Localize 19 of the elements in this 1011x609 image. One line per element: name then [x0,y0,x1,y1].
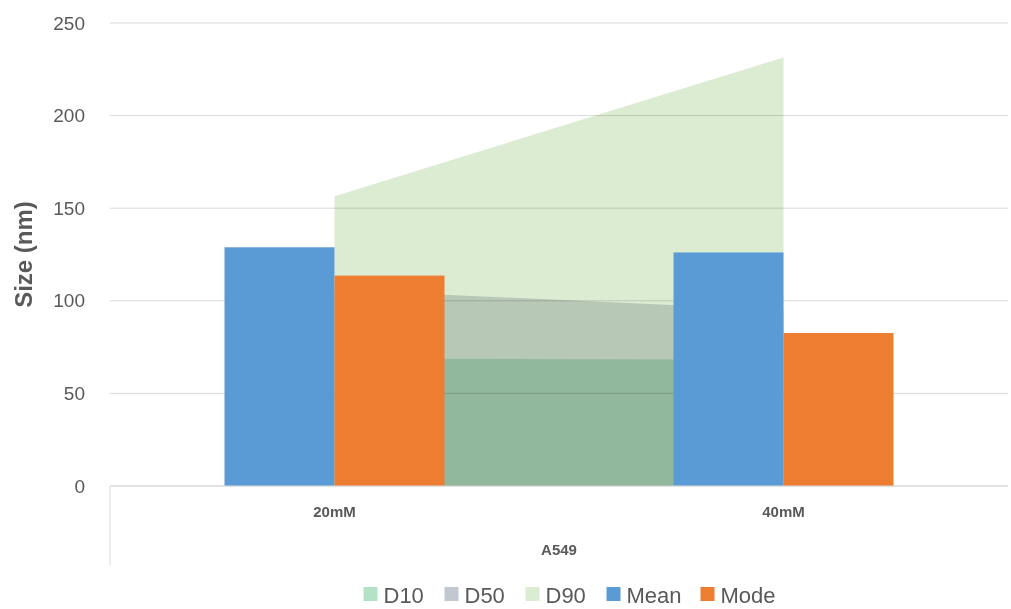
y-tick-label: 250 [53,12,85,34]
legend-label: Mode [720,582,776,608]
legend-label: D90 [545,582,586,608]
bar [224,247,335,486]
y-tick-label: 150 [53,197,85,219]
legend-label: D10 [383,582,424,608]
legend-label: D50 [464,582,505,608]
y-tick-label: 100 [53,290,85,312]
x-axis-title: A549 [541,541,577,558]
x-tick-label: 20mM [313,503,356,520]
y-axis-title: Size (nm) [10,201,37,308]
y-tick-label: 0 [74,475,85,497]
bar [334,275,445,486]
bar [673,252,784,486]
x-tick-label: 40mM [762,503,805,520]
y-tick-label: 200 [53,105,85,127]
bar [783,333,894,486]
legend-label: Mean [626,582,682,608]
y-tick-label: 50 [63,383,85,405]
